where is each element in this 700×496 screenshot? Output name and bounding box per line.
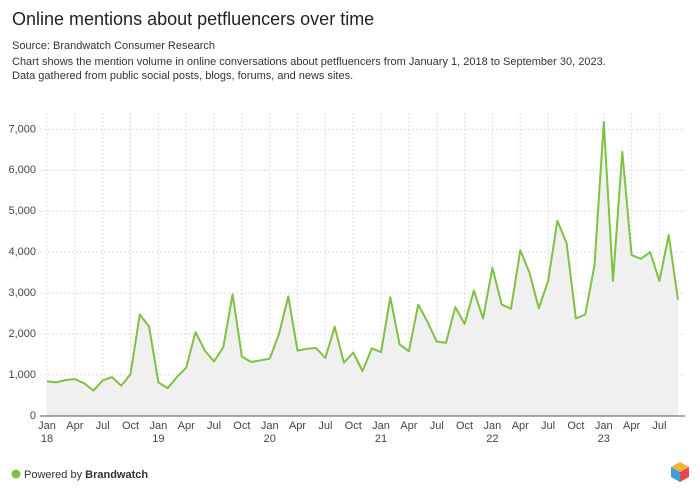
x-tick-label: Apr (177, 420, 195, 432)
x-tick-label: Oct (567, 420, 585, 432)
source: Source: Brandwatch Consumer Research (12, 40, 215, 52)
y-tick-label: 1,000 (8, 369, 36, 381)
y-tick-label: 6,000 (8, 164, 36, 176)
line (46, 121, 679, 392)
x-tick-label: Oct (233, 420, 251, 432)
y-tick-label: 7,000 (8, 123, 36, 135)
y-tick-label: 2,000 (8, 328, 36, 340)
x-tick-label: Apr (623, 420, 641, 432)
y-tick-label: 3,000 (8, 287, 36, 299)
x-tick-label: Oct (456, 420, 474, 432)
footer-prefix: Powered by (24, 469, 83, 481)
logo (671, 462, 689, 482)
x-tick-label: Jul (95, 420, 110, 432)
note: Chart shows the mention volume in online… (12, 56, 606, 68)
x-tick-label: Oct (121, 420, 140, 432)
x-tick-label: Jan 19 (149, 420, 168, 445)
footer: Powered by Brandwatch (24, 469, 148, 481)
x-tick-label: Jan 18 (38, 420, 56, 445)
footer-dot (11, 469, 21, 479)
x-tick-label: Apr (66, 420, 84, 432)
x-tick-label: Apr (288, 420, 307, 432)
note: Data gathered from public social posts, … (12, 70, 353, 82)
x-tick-label: Apr (511, 420, 529, 432)
chart-title: Online mentions about petfluencers over … (12, 9, 374, 29)
x-tick-label: Jan 22 (483, 420, 502, 445)
x-tick-label: Jan 23 (594, 420, 613, 445)
y-tick-label: 4,000 (8, 246, 36, 258)
x-tick-label: Jul (541, 420, 556, 432)
x-tick-label: Jul (429, 420, 444, 432)
x-tick-label: Jan 21 (372, 420, 390, 445)
area (47, 122, 678, 416)
footer-brand: Brandwatch (85, 469, 148, 481)
x-tick-label: Jul (652, 420, 667, 432)
x-tick-label: Jul (206, 420, 222, 432)
x-tick-label: Jan 20 (260, 420, 279, 445)
x-tick-label: Apr (400, 420, 418, 432)
y-tick-label: 5,000 (8, 205, 36, 217)
y-tick-label: 0 (30, 410, 36, 422)
x-tick-label: Jul (318, 420, 333, 432)
x-tick-label: Oct (344, 420, 362, 432)
